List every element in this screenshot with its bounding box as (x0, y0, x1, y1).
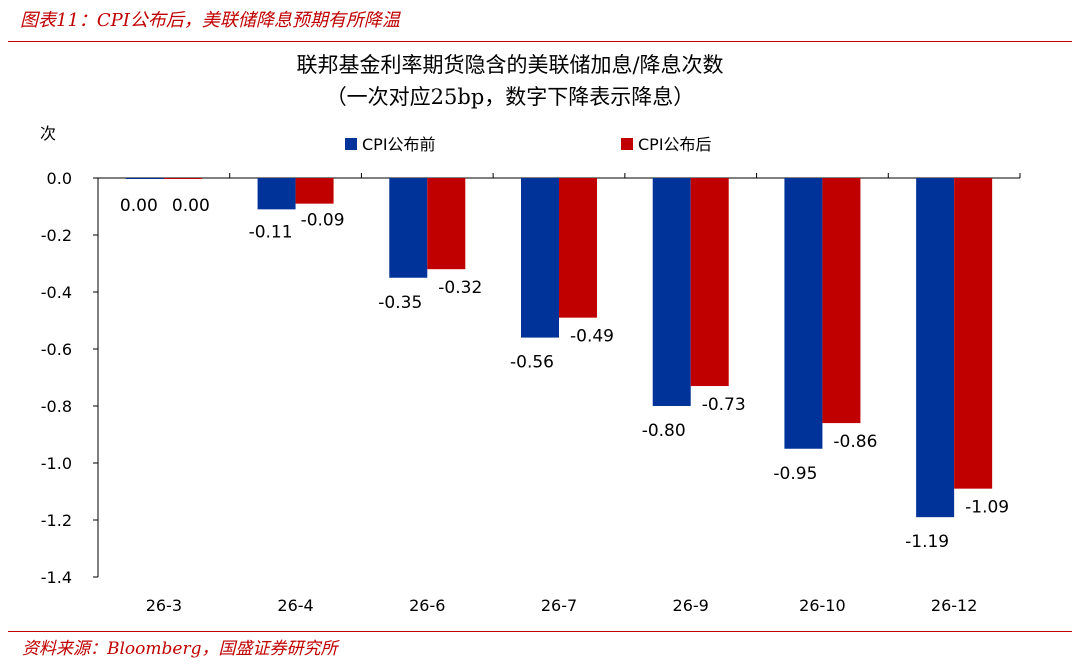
bar-after (954, 178, 993, 489)
figure-source: 资料来源：Bloomberg，国盛证券研究所 (22, 639, 338, 659)
y-tick-label: -0.6 (41, 340, 72, 359)
bar-before (389, 178, 428, 278)
x-tick-label: 26-3 (146, 596, 182, 615)
legend-swatch (621, 138, 633, 150)
data-label: -0.56 (510, 353, 554, 373)
data-label: -0.11 (249, 222, 293, 242)
y-tick-label: -1.0 (41, 454, 72, 473)
data-label: -0.73 (702, 395, 746, 415)
header-rule (8, 41, 1072, 42)
plot-area: 0.0 -0.2 -0.4 -0.6 -0.8 -1.0 -1.2 -1.4 26-3 0.00 0… (41, 169, 1021, 615)
legend-label: CPI公布后 (638, 135, 712, 154)
x-tick-label: 26-7 (541, 596, 577, 615)
y-tick-label: -0.4 (41, 283, 72, 302)
x-tick-label: 26-6 (409, 596, 445, 615)
data-label: -1.09 (965, 498, 1009, 518)
data-label: -0.80 (642, 421, 686, 441)
y-tick-label: -0.8 (41, 397, 72, 416)
bar-after (427, 178, 466, 270)
x-tick-label: 26-12 (931, 596, 978, 615)
y-tick-label: -1.2 (41, 511, 72, 530)
y-tick-label: -0.2 (41, 226, 72, 245)
data-label: -1.19 (905, 532, 949, 552)
data-label: -0.35 (378, 293, 422, 313)
figure-caption: 图表11：CPI公布后，美联储降息预期有所降温 (20, 10, 400, 31)
x-tick-label: 26-10 (799, 596, 846, 615)
y-axis-label: 次 (40, 124, 56, 143)
data-label: 0.00 (120, 196, 158, 216)
bar-after (163, 178, 202, 179)
bar-after (822, 178, 861, 424)
footer-rule (8, 631, 1072, 632)
data-label: -0.49 (570, 327, 614, 347)
bar-before (521, 178, 559, 338)
bar-after (559, 178, 597, 318)
bar-before (257, 178, 296, 210)
bar-before (784, 178, 823, 449)
bar-after (690, 178, 729, 387)
legend: CPI公布前 CPI公布后 (345, 135, 712, 154)
data-label: -0.32 (438, 278, 482, 298)
data-label: 0.00 (172, 196, 210, 216)
y-tick-label: -1.4 (41, 568, 72, 587)
bar-chart: 联邦基金利率期货隐含的美联储加息/降息次数 （一次对应25bp，数字下降表示降息… (40, 53, 1021, 615)
bar-before (916, 178, 955, 518)
x-tick-label: 26-9 (673, 596, 709, 615)
bar-before (652, 178, 691, 406)
bar-before (125, 178, 164, 179)
bar-after (295, 178, 334, 204)
legend-swatch (345, 138, 357, 150)
chart-subtitle: （一次对应25bp，数字下降表示降息） (326, 85, 695, 109)
y-tick-label: 0.0 (47, 169, 72, 188)
chart-title: 联邦基金利率期货隐含的美联储加息/降息次数 (296, 53, 723, 77)
x-tick-label: 26-4 (277, 596, 313, 615)
data-label: -0.09 (301, 211, 345, 231)
legend-label: CPI公布前 (362, 135, 436, 154)
data-label: -0.95 (773, 464, 817, 484)
data-label: -0.86 (833, 432, 877, 452)
